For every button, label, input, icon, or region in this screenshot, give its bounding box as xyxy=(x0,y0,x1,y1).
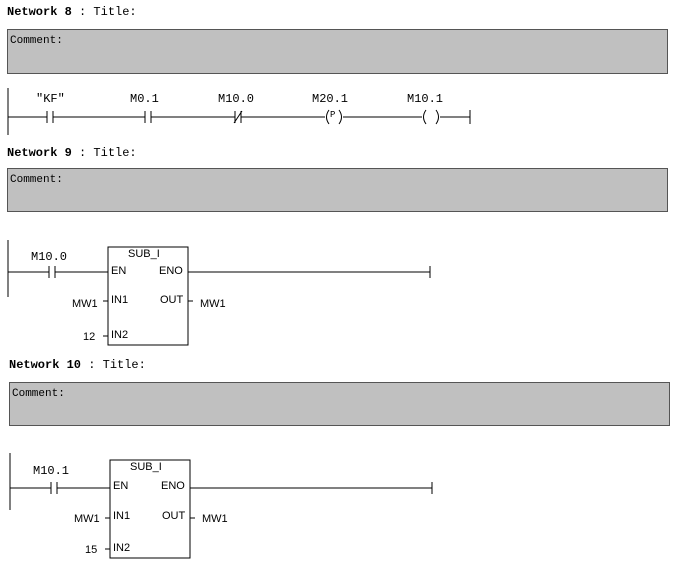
network-9-comment[interactable]: Comment: xyxy=(7,168,668,212)
network-10-header[interactable]: Network 10 : Title: xyxy=(9,358,146,372)
network-label: Network 9 xyxy=(7,146,72,160)
contact-m0-1-operand[interactable]: M0.1 xyxy=(130,92,159,106)
coil-p-m20-1 xyxy=(326,109,342,125)
box-name: SUB_I xyxy=(128,248,160,260)
network-8-header[interactable]: Network 8 : Title: xyxy=(7,5,137,19)
network-9-header[interactable]: Network 9 : Title: xyxy=(7,146,137,160)
out-pin: OUT xyxy=(160,294,184,306)
in1-operand[interactable]: MW1 xyxy=(72,298,98,310)
network-title: : Title: xyxy=(79,146,137,160)
network-10-comment[interactable]: Comment: xyxy=(9,382,670,426)
eno-pin: ENO xyxy=(159,265,183,277)
network-8-comment[interactable]: Comment: xyxy=(7,29,668,74)
in2-operand[interactable]: 15 xyxy=(85,544,98,556)
box-name: SUB_I xyxy=(130,461,162,473)
in1-pin: IN1 xyxy=(113,510,131,522)
contact-operand[interactable]: M10.1 xyxy=(33,464,70,478)
comment-label: Comment: xyxy=(10,174,63,186)
sub-i-box xyxy=(107,246,189,346)
in1-pin: IN1 xyxy=(111,294,129,306)
en-pin: EN xyxy=(111,265,127,277)
coil-p-symbol: P xyxy=(330,110,336,120)
eno-pin: ENO xyxy=(161,480,185,492)
coil-m10-1-operand[interactable]: M10.1 xyxy=(407,92,444,106)
coil-m10-1 xyxy=(423,109,439,125)
contact-m10-0-operand[interactable]: M10.0 xyxy=(218,92,255,106)
sub-i-box xyxy=(109,459,191,559)
comment-label: Comment: xyxy=(10,35,63,47)
en-pin: EN xyxy=(113,480,129,492)
out-operand[interactable]: MW1 xyxy=(202,513,228,525)
out-pin: OUT xyxy=(162,510,186,522)
network-title: : Title: xyxy=(88,358,146,372)
network-label: Network 8 xyxy=(7,5,72,19)
in2-operand[interactable]: 12 xyxy=(83,331,96,343)
in2-pin: IN2 xyxy=(111,329,129,341)
network-title: : Title: xyxy=(79,5,137,19)
in2-pin: IN2 xyxy=(113,542,131,554)
comment-label: Comment: xyxy=(12,388,65,400)
coil-m20-1-operand[interactable]: M20.1 xyxy=(312,92,349,106)
contact-operand[interactable]: M10.0 xyxy=(31,250,68,264)
contact-kf-operand[interactable]: "KF" xyxy=(36,92,65,106)
out-operand[interactable]: MW1 xyxy=(200,298,226,310)
network-label: Network 10 xyxy=(9,358,82,372)
contact-nc-m10-0 xyxy=(233,110,243,124)
in1-operand[interactable]: MW1 xyxy=(74,513,100,525)
